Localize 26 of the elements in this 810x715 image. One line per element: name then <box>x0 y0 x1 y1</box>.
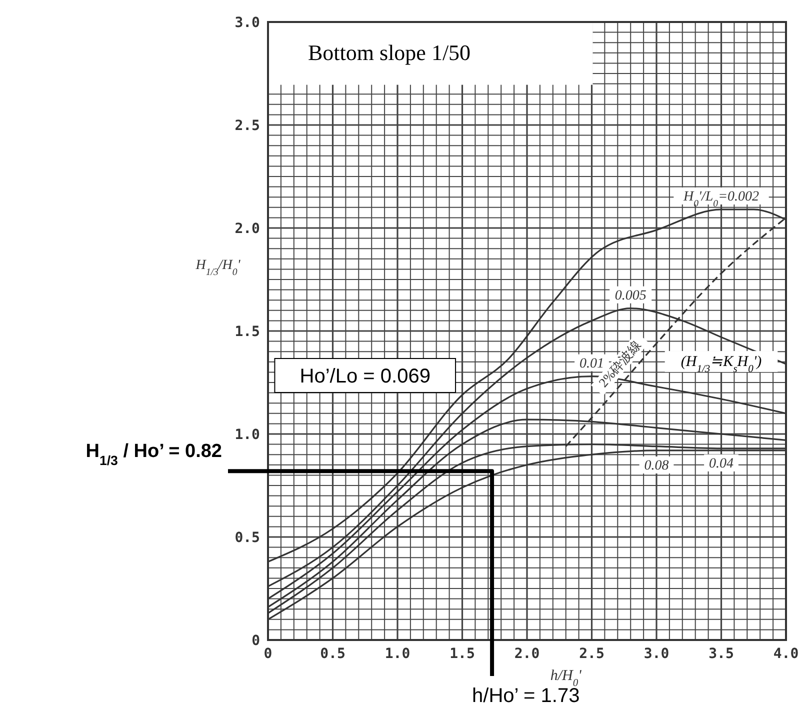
y-tick-label: 3.0 <box>234 15 260 31</box>
x-tick-label: 1.5 <box>450 646 475 662</box>
y-tick-label: 1.5 <box>234 324 260 340</box>
x-tick-label: 3.0 <box>644 646 670 662</box>
annotation: Ho’/Lo = 0.069 <box>300 366 430 388</box>
x-tick-label: 2.0 <box>514 646 540 662</box>
x-tick-label: 2.5 <box>579 646 604 662</box>
y-axis-title: H$_{1/3}$/H$_{0}$' <box>194 258 242 278</box>
series-label: 0.01 <box>580 356 604 372</box>
y-tick-label: 0 <box>252 633 260 649</box>
x-tick-label: 0 <box>264 646 272 662</box>
x-tick-label: 3.5 <box>708 646 734 662</box>
series-label: 0.08 <box>644 458 669 474</box>
y-tick-label: 0.5 <box>234 530 260 546</box>
series-label: 0.005 <box>614 288 646 304</box>
annotation: (H$_{1/3}$≒K$_{s}$H$_{0}$') <box>680 354 762 375</box>
y-tick-label: 2.0 <box>234 221 260 237</box>
series-label: 0.04 <box>709 456 734 472</box>
text: Bottom slope 1/50 <box>308 40 471 65</box>
x-tick-label: 1.0 <box>384 646 410 662</box>
x-tick-label: 0.5 <box>320 646 346 662</box>
series-label: H$_{0}$'/L$_{0}$=0.002 <box>682 189 760 209</box>
y-tick-label: 2.5 <box>234 118 260 134</box>
x-tick-label: 4.0 <box>773 646 799 662</box>
text: H$_{1/3}$ / Ho’ = 0.82 <box>86 441 222 468</box>
y-tick-label: 1.0 <box>234 427 260 443</box>
